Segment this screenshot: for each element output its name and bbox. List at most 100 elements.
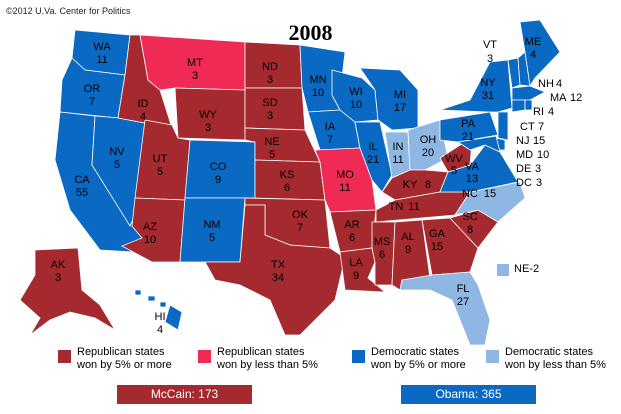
value-tn: 11 [408,201,419,213]
legend-swatch-dem-lean [486,350,499,363]
value-ct: 7 [538,121,544,133]
value-pa: 21 [462,131,474,143]
label-al: AL [401,231,414,243]
label-nj: NJ [516,135,529,147]
value-ms: 6 [379,249,385,261]
label-sc: SC [462,211,477,223]
value-nj: 15 [533,135,545,147]
value-nd: 3 [267,74,273,86]
label-sd: SD [262,97,277,109]
state-ct [511,99,526,113]
value-fl: 27 [457,296,469,308]
value-ok: 7 [297,222,303,234]
value-ut: 5 [157,166,163,178]
value-ks: 6 [284,182,290,194]
state-wv [439,141,473,173]
label-ks: KS [280,169,295,181]
value-co: 9 [215,174,221,186]
value-ri: 4 [548,106,554,118]
legend-text-dem-strong: Democratic states won by 5% or more [371,346,466,371]
value-ia: 7 [327,134,333,146]
value-va: 13 [466,173,478,185]
label-ut: UT [153,153,168,165]
value-il: 21 [367,154,379,166]
label-tx: TX [271,259,286,271]
label-ky: KY [403,179,418,191]
label-oh: OH [420,134,437,146]
label-nh: NH [538,78,554,90]
value-az: 10 [144,234,156,246]
value-nv: 5 [114,159,120,171]
value-ne: 5 [269,149,275,161]
label-mo: MO [336,169,354,181]
value-in: 11 [392,154,403,166]
label-nc: NC [462,188,478,200]
value-dc: 3 [536,177,542,189]
value-ga: 15 [431,241,443,253]
mccain-tally: McCain: 173 [117,385,252,404]
state-ak [19,247,116,336]
state-tx [204,204,346,336]
state-ar [329,209,377,253]
value-nm: 5 [209,232,215,244]
value-wa: 11 [96,54,107,66]
label-co: CO [210,161,227,173]
value-md: 10 [537,149,549,161]
obama-tally: Obama: 365 [401,385,536,404]
label-wy: WY [199,109,217,121]
value-nc: 15 [484,188,496,200]
state-mi [359,67,419,131]
value-tx: 34 [272,272,284,284]
value-de: 3 [535,163,541,175]
label-ri: RI [533,106,544,118]
label-tn: TN [389,201,404,213]
value-vt: 3 [487,53,493,65]
value-ca: 55 [76,187,88,199]
state-ny [439,59,513,113]
value-me: 4 [530,49,536,61]
value-wv: 5 [451,165,457,177]
label-mn: MN [309,74,326,86]
value-mi: 17 [394,102,406,114]
label-wv: WV [445,153,463,165]
label-nd: ND [262,61,278,73]
label-ar: AR [344,219,359,231]
label-fl: FL [457,283,470,295]
label-ia: IA [325,121,336,133]
copyright-credit: ©2012 U.Va. Center for Politics [6,6,131,16]
state-hi-4 [164,304,183,331]
label-me: ME [525,36,542,48]
state-fl [399,271,491,346]
value-wi: 10 [350,99,362,111]
label-ma: MA [550,92,567,104]
value-oh: 20 [422,147,434,159]
legend-text-dem-lean: Democratic states won by less than 5% [505,346,606,371]
value-hi: 4 [157,324,163,336]
value-mt: 3 [192,70,198,82]
state-ne [244,127,321,163]
label-ok: OK [292,209,309,221]
legend-swatch-rep-strong [58,350,71,363]
label-ny: NY [480,77,496,89]
state-sd [244,87,306,131]
legend-text-rep-strong: Republican states won by 5% or more [77,346,172,371]
value-mo: 11 [339,182,350,194]
value-sd: 3 [267,110,273,122]
value-ky: 8 [425,179,431,191]
label-ct: CT [520,121,535,133]
value-al: 9 [405,244,411,256]
label-md: MD [516,149,533,161]
label-or: OR [84,83,101,95]
ne2-swatch [497,264,509,276]
label-wi: WI [349,86,362,98]
label-dc: DC [516,177,532,189]
value-ar: 6 [349,232,355,244]
state-wi [331,69,379,123]
callout-labels: VT3 NH 4 MA 12 RI 4 CT 7 NJ 15 MD 10 DE 3 DC 3 H… [155,39,583,336]
label-va: VA [465,161,480,173]
ne2-label: NE-2 [514,263,540,275]
label-id: ID [138,98,149,110]
label-nm: NM [203,219,220,231]
